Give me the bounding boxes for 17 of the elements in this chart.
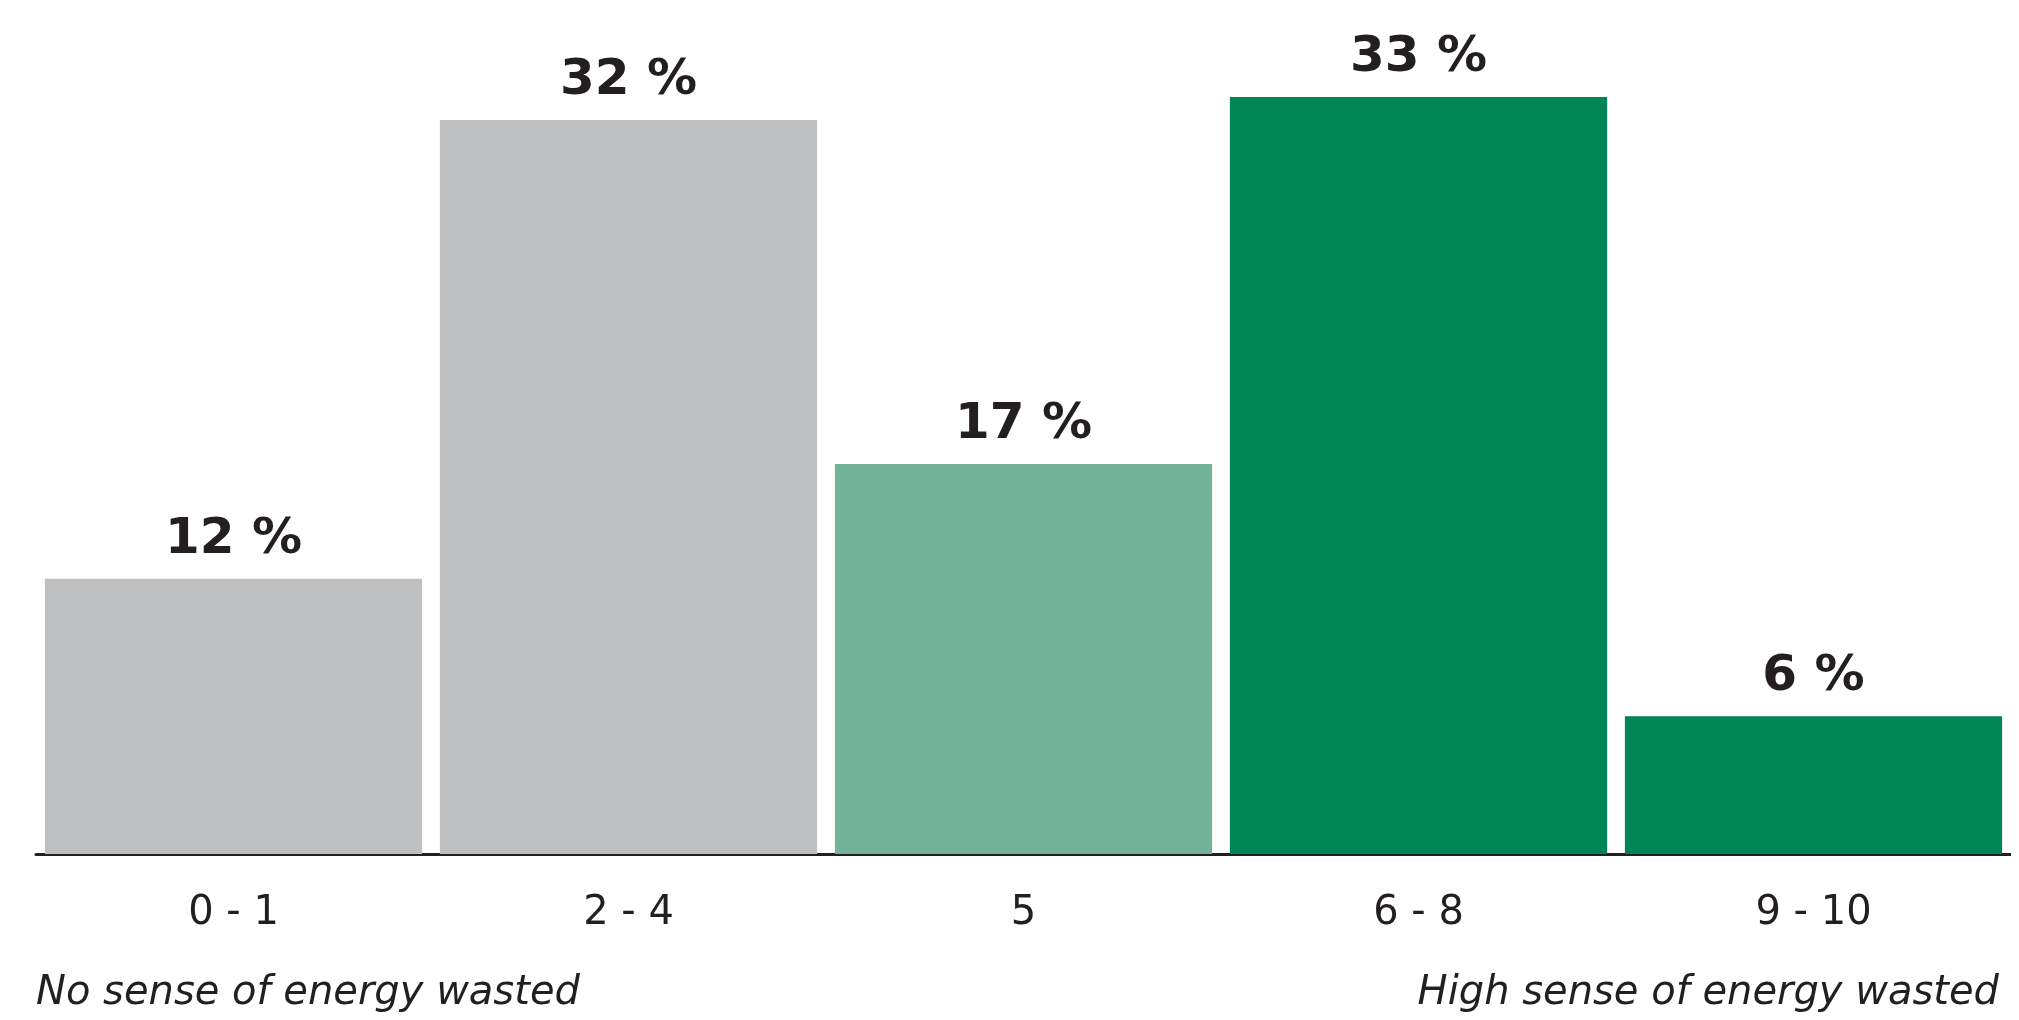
text: High sense of energy wasted [1417,967,2000,1013]
x-tick-label: 0 - 1 [188,887,279,933]
x-tick-label: 5 [1010,887,1037,933]
data-label: 32 % [559,47,698,106]
x-tick-label: 9 - 10 [1755,887,1872,933]
x-tick-label: 6 - 8 [1373,887,1464,933]
data-label: 33 % [1349,25,1488,83]
x-tick-label: 2 - 4 [583,887,674,933]
data-label: 12 % [164,506,303,565]
text: No sense of energy wasted [36,967,581,1013]
data-label: 17 % [954,392,1093,451]
bar [44,578,423,854]
bar [1229,97,1608,854]
bar [439,119,818,854]
data-label: 6 % [1762,644,1865,703]
bar [1624,716,2003,854]
bar [834,464,1213,854]
